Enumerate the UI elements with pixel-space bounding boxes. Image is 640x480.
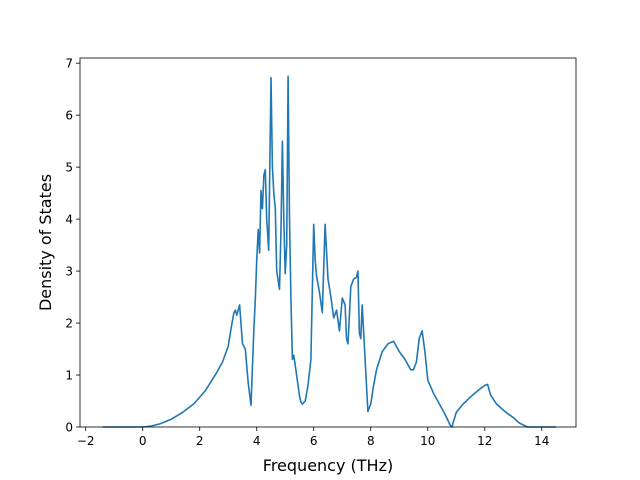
x-tick-label: 0 [139,434,147,448]
x-tick-label: 8 [367,434,375,448]
x-axis-label: Frequency (THz) [263,456,393,475]
y-tick-label: 0 [65,421,73,435]
y-tick-label: 3 [65,265,73,279]
x-tick-label: 14 [534,434,549,448]
x-tick-label: −2 [77,434,95,448]
x-tick-label: 12 [477,434,492,448]
y-axis-ticks: 0 1 2 3 4 5 6 7 [65,57,80,435]
axes-frame [79,57,577,428]
y-tick-label: 7 [65,57,73,71]
x-tick-label: 10 [420,434,435,448]
y-tick-label: 1 [65,369,73,383]
y-tick-label: 2 [65,317,73,331]
dos-series-line-0 [102,75,556,428]
y-tick-label: 4 [65,213,73,227]
y-tick-label: 6 [65,109,73,123]
y-tick-label: 5 [65,161,73,175]
plot-area [102,75,556,428]
x-tick-label: 4 [253,434,261,448]
y-axis-label: Density of States [36,174,55,311]
x-tick-label: 2 [196,434,204,448]
x-tick-label: 6 [310,434,318,448]
x-axis-ticks: −2 0 2 4 6 8 10 12 14 [77,427,549,448]
